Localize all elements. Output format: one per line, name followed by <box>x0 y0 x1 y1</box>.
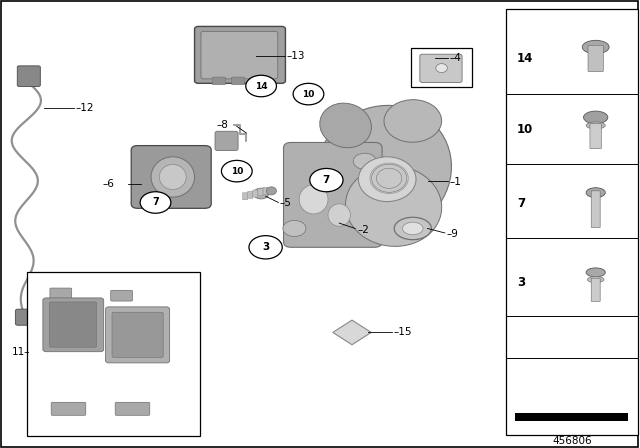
FancyBboxPatch shape <box>506 9 638 435</box>
FancyBboxPatch shape <box>258 189 263 196</box>
FancyBboxPatch shape <box>212 77 225 85</box>
Ellipse shape <box>300 185 328 214</box>
Ellipse shape <box>159 164 186 190</box>
Ellipse shape <box>320 103 371 148</box>
Text: –5: –5 <box>280 198 292 208</box>
Circle shape <box>253 188 269 199</box>
FancyBboxPatch shape <box>232 77 244 85</box>
Text: 3: 3 <box>262 242 269 252</box>
Ellipse shape <box>317 105 451 235</box>
Circle shape <box>310 168 343 192</box>
Text: 10: 10 <box>302 90 315 99</box>
Text: 14: 14 <box>255 82 268 90</box>
FancyBboxPatch shape <box>411 48 472 87</box>
Text: –8: –8 <box>216 121 228 130</box>
Ellipse shape <box>266 187 276 195</box>
FancyBboxPatch shape <box>201 31 278 79</box>
Text: 14: 14 <box>517 52 534 65</box>
FancyBboxPatch shape <box>51 402 86 415</box>
Ellipse shape <box>584 111 608 124</box>
Ellipse shape <box>588 276 604 283</box>
FancyBboxPatch shape <box>131 146 211 208</box>
FancyBboxPatch shape <box>420 54 462 82</box>
Text: –12: –12 <box>76 103 94 112</box>
FancyBboxPatch shape <box>111 290 132 301</box>
Ellipse shape <box>384 100 442 142</box>
Ellipse shape <box>151 157 195 197</box>
FancyBboxPatch shape <box>591 191 600 228</box>
Text: –9: –9 <box>446 229 458 239</box>
Circle shape <box>353 153 376 169</box>
Circle shape <box>246 75 276 97</box>
Text: 456806: 456806 <box>552 436 591 446</box>
Text: –1: –1 <box>450 177 462 187</box>
Circle shape <box>293 83 324 105</box>
FancyBboxPatch shape <box>115 402 150 415</box>
FancyBboxPatch shape <box>43 298 104 352</box>
Ellipse shape <box>394 217 431 240</box>
Ellipse shape <box>358 157 416 202</box>
FancyBboxPatch shape <box>49 302 97 347</box>
Ellipse shape <box>586 122 605 129</box>
Text: –13: –13 <box>286 51 305 61</box>
FancyBboxPatch shape <box>195 26 285 83</box>
Circle shape <box>283 220 306 237</box>
Ellipse shape <box>370 163 408 194</box>
Text: –2: –2 <box>357 225 369 235</box>
Ellipse shape <box>328 204 351 226</box>
Text: 7: 7 <box>517 197 525 211</box>
Ellipse shape <box>403 222 423 235</box>
Ellipse shape <box>582 40 609 54</box>
FancyBboxPatch shape <box>15 309 46 325</box>
FancyBboxPatch shape <box>590 124 602 149</box>
Text: 11–: 11– <box>12 347 31 357</box>
FancyBboxPatch shape <box>263 187 268 194</box>
FancyBboxPatch shape <box>591 278 600 302</box>
FancyBboxPatch shape <box>243 193 248 200</box>
Polygon shape <box>333 320 371 345</box>
Text: 3: 3 <box>517 276 525 289</box>
FancyBboxPatch shape <box>27 272 200 436</box>
Circle shape <box>140 192 171 213</box>
FancyBboxPatch shape <box>215 131 238 151</box>
Bar <box>515 413 628 421</box>
FancyBboxPatch shape <box>251 77 264 85</box>
FancyBboxPatch shape <box>50 288 72 299</box>
Ellipse shape <box>586 188 605 198</box>
Circle shape <box>249 236 282 259</box>
Ellipse shape <box>436 64 447 73</box>
FancyBboxPatch shape <box>588 45 604 72</box>
Text: –15: –15 <box>394 327 412 337</box>
FancyBboxPatch shape <box>253 190 258 197</box>
Circle shape <box>221 160 252 182</box>
Text: –4: –4 <box>450 53 462 63</box>
FancyBboxPatch shape <box>17 66 40 86</box>
Ellipse shape <box>586 268 605 277</box>
Text: –6: –6 <box>102 179 115 189</box>
Text: 10: 10 <box>230 167 243 176</box>
Text: 7: 7 <box>152 198 159 207</box>
FancyBboxPatch shape <box>106 307 170 363</box>
FancyBboxPatch shape <box>284 142 382 247</box>
FancyBboxPatch shape <box>112 312 163 358</box>
Text: 7: 7 <box>323 175 330 185</box>
Ellipse shape <box>346 166 442 246</box>
FancyBboxPatch shape <box>248 191 253 198</box>
Text: 10: 10 <box>517 123 533 137</box>
